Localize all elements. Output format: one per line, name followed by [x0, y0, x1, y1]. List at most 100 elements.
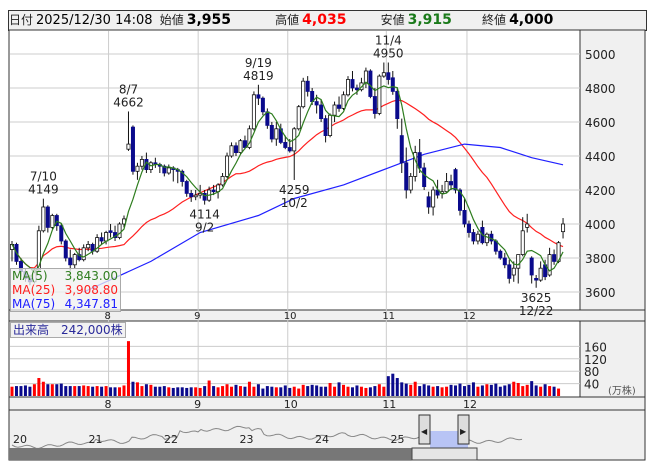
candle [390, 77, 395, 92]
volume-bar [162, 386, 166, 396]
open-value: 3,955 [186, 12, 231, 28]
candle [81, 247, 86, 261]
candle [466, 223, 471, 233]
annotation-value: 3625 [521, 291, 552, 305]
volume-bar [467, 384, 471, 396]
volume-bar [422, 384, 426, 396]
month-tick-label: 8 [105, 311, 111, 322]
volume-bar [377, 384, 381, 396]
candle [180, 170, 185, 182]
ma75-legend: MA(75) 4,347.81 [12, 297, 118, 311]
navigator-left-handle[interactable] [418, 414, 431, 445]
volume-bar [171, 387, 175, 396]
candle [395, 91, 400, 120]
volume-bar [458, 383, 462, 396]
candle [408, 175, 413, 191]
candle [72, 254, 77, 266]
candle [193, 194, 198, 198]
volume-bar [77, 386, 81, 396]
annotation-date: 12/22 [519, 304, 554, 318]
volume-bar [350, 387, 354, 396]
candle [283, 141, 288, 148]
volume-bar [337, 382, 341, 396]
candle [377, 75, 382, 114]
candle [462, 209, 467, 225]
volume-bar [64, 386, 68, 396]
candle [86, 243, 91, 249]
volume-bar [243, 386, 247, 396]
candle [50, 215, 55, 228]
volume-bar [512, 381, 516, 396]
candle [211, 189, 216, 193]
volume-tick-label: 40 [584, 378, 599, 392]
ma-legend: MA(5) 3,843.00 MA(25) 3,908.80 MA(75) 4,347… [10, 268, 121, 312]
candle [368, 70, 373, 97]
volume-bar [445, 386, 449, 396]
volume-bar [368, 387, 372, 396]
volume-bar [104, 386, 108, 396]
volume-bar [557, 388, 561, 396]
volume-bar [409, 384, 413, 396]
volume-bar [185, 387, 189, 396]
volume-bar [131, 381, 135, 396]
ma25-line [11, 99, 564, 269]
price-tick-label: 3600 [585, 286, 616, 300]
volume-bar [216, 387, 220, 396]
candle [341, 94, 346, 109]
candle [233, 145, 238, 154]
volume-bar [180, 387, 184, 396]
volume-bar [431, 386, 435, 396]
month-tick-label: 9 [194, 311, 200, 322]
volume-bar [342, 384, 346, 396]
volume-bar [373, 386, 377, 396]
candle [269, 125, 274, 140]
volume-bar [449, 384, 453, 396]
candle [296, 106, 301, 130]
volume-tick-label: 160 [584, 340, 607, 354]
high-label: 高値 [275, 13, 300, 27]
volume-bar [234, 384, 238, 396]
volume-bar [548, 386, 552, 396]
volume-bar [279, 387, 283, 396]
volume-bar [297, 388, 301, 396]
volume-bar [113, 387, 117, 396]
candle [184, 181, 189, 194]
volume-bar [126, 341, 130, 396]
candle [117, 223, 122, 239]
arrow-left-icon: ◀ [421, 427, 428, 436]
volume-bar [516, 382, 520, 396]
volume-bar [418, 386, 422, 396]
candle [198, 192, 203, 196]
volume-bar [440, 387, 444, 396]
volume-bar [521, 386, 525, 396]
candle [95, 237, 100, 252]
candle [274, 128, 279, 140]
annotation-date: 9/19 [245, 56, 272, 70]
volume-legend: 出来高 242,000株 [10, 322, 126, 338]
volume-bar [359, 386, 363, 396]
candle [552, 254, 557, 262]
navigator-scrollbar-thumb[interactable] [411, 447, 478, 461]
candle [520, 230, 525, 256]
candle [130, 126, 135, 172]
candle [189, 192, 194, 198]
candle [41, 206, 46, 232]
month-tick-label: 10 [284, 398, 298, 411]
candle [265, 111, 270, 126]
volume-bar [364, 387, 368, 396]
candle [45, 206, 50, 228]
candle [162, 165, 167, 174]
volume-bar [391, 373, 395, 396]
ma75-line [83, 143, 564, 293]
navigator-year-label: 23 [240, 433, 254, 446]
volume-bar [462, 386, 466, 396]
navigator-right-handle[interactable] [457, 414, 470, 445]
annotation-value: 4259 [279, 183, 310, 197]
volume-tick-label: 120 [584, 353, 607, 367]
candle [99, 237, 104, 242]
volume-bar [507, 384, 511, 396]
navigator-year-label: 20 [13, 433, 27, 446]
month-tick-label: 11 [382, 398, 396, 411]
annotation-date: 7/10 [30, 170, 57, 184]
